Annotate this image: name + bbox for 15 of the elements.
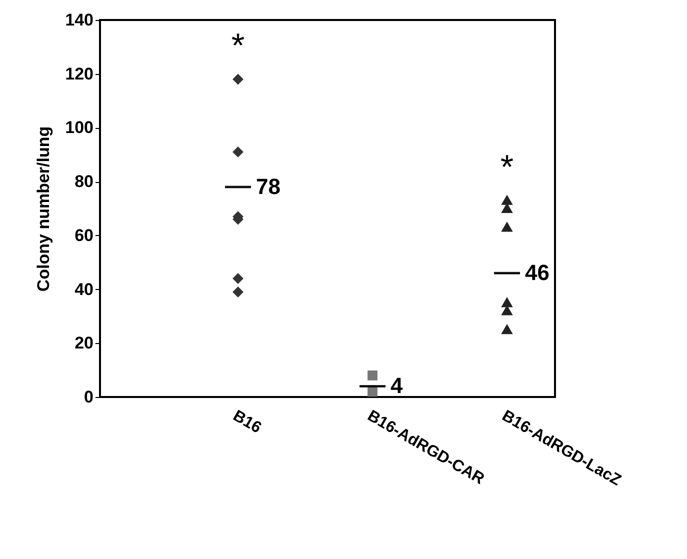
y-axis-title: Colony number/lung (34, 126, 54, 292)
data-label: * (231, 27, 245, 66)
y-tick-label: 140 (65, 10, 94, 30)
x-tick-label: B16 (230, 408, 264, 437)
annotation: 4 (390, 373, 404, 398)
y-tick-label: 0 (84, 388, 94, 406)
annotation: 78 (256, 174, 280, 199)
y-tick-label: 100 (65, 118, 94, 138)
y-tick-label: 60 (74, 226, 94, 245)
y-tick-label: 20 (74, 334, 94, 353)
y-tick-label: 40 (74, 280, 94, 299)
annotation: 46 (525, 260, 550, 286)
y-tick-label: 80 (74, 172, 94, 192)
y-tick-label: 120 (65, 64, 94, 84)
data-label: * (500, 148, 514, 186)
